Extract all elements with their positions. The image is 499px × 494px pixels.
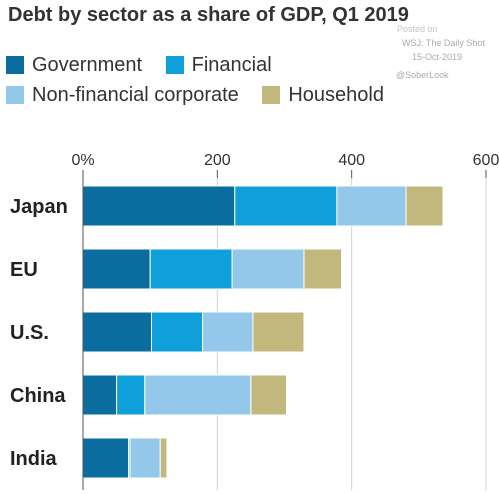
legend-label-government: Government	[32, 53, 143, 76]
legend-swatch-financial	[165, 56, 184, 74]
watermark-source: WSJ: The Daily Shot	[402, 38, 485, 48]
watermark-posted: Posted on	[397, 24, 438, 34]
bar-india-non-financial-corporate	[129, 437, 161, 479]
x-tick-label-200: 200	[204, 152, 231, 169]
bar-u-s-financial	[151, 311, 204, 353]
category-label-japan: Japan	[10, 196, 68, 218]
bar-china-non-financial-corporate	[144, 374, 252, 416]
bar-india-government	[82, 437, 130, 479]
watermark-handle: @SoberLook	[396, 70, 449, 80]
bar-india-household	[159, 437, 168, 479]
x-tick-label-400: 400	[338, 152, 365, 169]
bar-eu-financial	[149, 248, 233, 290]
category-label-china: China	[10, 385, 66, 407]
bar-eu-non-financial-corporate	[231, 248, 305, 290]
bar-u-s-non-financial-corporate	[202, 311, 254, 353]
legend-item-financial: Financial	[165, 50, 272, 80]
bar-japan-household	[405, 185, 444, 227]
bar-china-government	[82, 374, 118, 416]
bar-u-s-household	[252, 311, 305, 353]
x-tick-label-0: 0%	[71, 152, 94, 169]
legend-item-government: Government	[6, 50, 142, 80]
chart-title: Debt by sector as a share of GDP, Q1 201…	[8, 4, 409, 26]
category-label-india: India	[10, 448, 58, 470]
watermark-date: 15-Oct-2019	[412, 52, 463, 62]
bar-eu-government	[82, 248, 151, 290]
category-label-u-s: U.S.	[10, 322, 49, 344]
bar-japan-government	[82, 185, 236, 227]
bar-u-s-government	[82, 311, 153, 353]
legend-item-non-financial-corporate: Non-financial corporate	[6, 80, 239, 110]
legend-swatch-non-financial-corporate	[6, 86, 24, 104]
x-tick-label-600: 600	[473, 152, 499, 169]
legend-swatch-government	[6, 56, 24, 74]
legend-label-financial: Financial	[191, 53, 272, 76]
legend-label-non-financial-corporate: Non-financial corporate	[32, 83, 239, 106]
bar-japan-financial	[234, 185, 338, 227]
category-label-eu: EU	[10, 259, 38, 281]
legend: Government Financial Non-financial corpo…	[6, 50, 446, 110]
bar-china-household	[250, 374, 288, 416]
bar-japan-non-financial-corporate	[336, 185, 407, 227]
bar-china-financial	[116, 374, 146, 416]
legend-swatch-household	[262, 86, 281, 104]
legend-item-household: Household	[262, 80, 384, 110]
bar-eu-household	[303, 248, 343, 290]
legend-label-household: Household	[288, 83, 384, 106]
